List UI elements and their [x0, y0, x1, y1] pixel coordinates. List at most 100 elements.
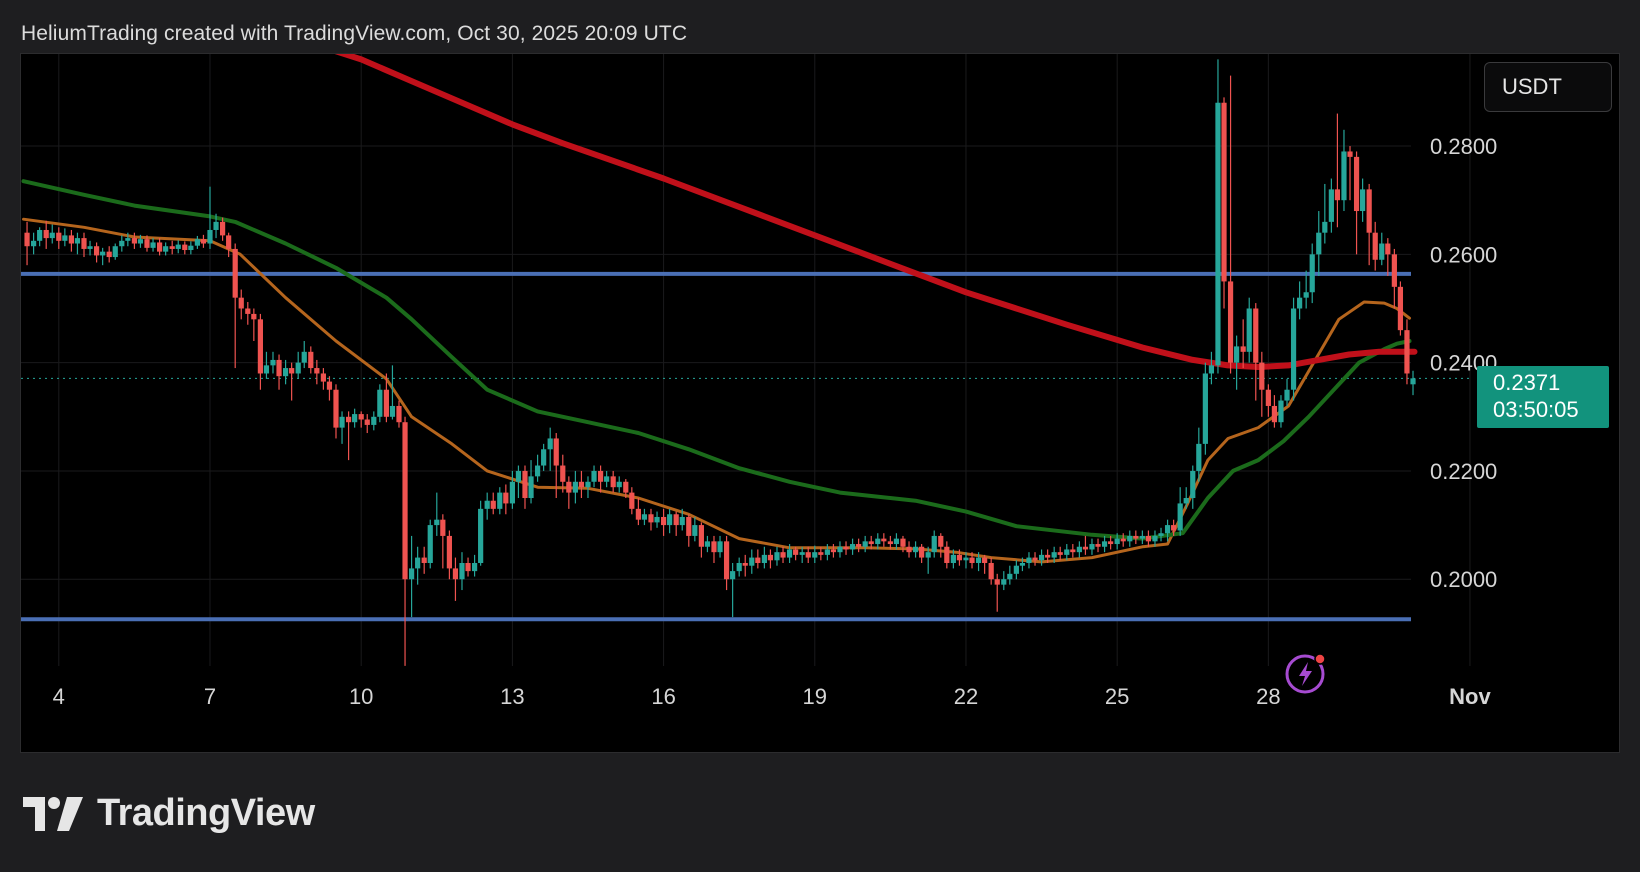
candle-body [793, 549, 799, 555]
candle-body [68, 235, 74, 244]
candle-body [213, 221, 219, 230]
candle-body [698, 525, 704, 547]
candle-body [1032, 557, 1038, 561]
tradingview-logo[interactable]: TradingView [23, 792, 315, 835]
candle [988, 557, 994, 585]
candle [969, 552, 975, 569]
candle-body [37, 229, 43, 241]
candle-body [963, 557, 969, 561]
candle [364, 414, 370, 434]
candle [1303, 270, 1309, 309]
candle-body [723, 541, 730, 580]
candle [1177, 487, 1183, 536]
chart-panel[interactable]: 0.2000 0.2200 0.2400 0.2600 0.2800 4 7 10 13 16 1… [20, 53, 1620, 753]
candle-body [818, 552, 824, 555]
candle-body [1240, 346, 1246, 352]
candle-body [465, 562, 471, 572]
candle-body [131, 238, 137, 244]
candle-body [1089, 544, 1095, 550]
candle [875, 533, 881, 550]
time-axis[interactable]: 4 7 10 13 16 19 22 25 28 Nov [53, 684, 1492, 709]
candle-body [1082, 546, 1089, 550]
candle [786, 544, 793, 563]
moving-average-line [334, 54, 1418, 370]
candle [1366, 183, 1372, 266]
time-tick-label: 10 [349, 684, 373, 709]
candle [1127, 530, 1133, 547]
candle-body [1391, 254, 1397, 287]
candle [730, 562, 736, 618]
candle-body [597, 470, 604, 482]
candle [818, 546, 824, 561]
candle [950, 549, 956, 569]
candle [1070, 544, 1076, 558]
candle-body [24, 232, 30, 247]
candle [925, 546, 931, 574]
candle-body [1158, 533, 1164, 536]
candle [1196, 427, 1202, 482]
candle [1259, 351, 1265, 417]
candle-body [408, 568, 415, 580]
candle-body [1064, 549, 1070, 555]
candle-body [1076, 546, 1082, 553]
candle-body [1253, 308, 1259, 363]
candle-body [396, 405, 402, 423]
candle-body [232, 248, 238, 298]
candle-body [749, 557, 755, 566]
candle [1341, 129, 1347, 212]
candle-body [780, 552, 786, 558]
candle [1164, 519, 1171, 542]
candle [62, 228, 68, 247]
candle-body [1360, 189, 1366, 212]
candle [169, 240, 175, 255]
candle-body [1215, 102, 1221, 366]
candle-body [566, 481, 572, 493]
candle-body [1070, 549, 1076, 553]
candle [1038, 549, 1045, 566]
lightning-alert-icon[interactable] [1285, 651, 1329, 695]
candle-body [137, 239, 144, 244]
candle-body [900, 538, 906, 547]
candle-body [62, 235, 68, 241]
candle [1202, 362, 1208, 455]
currency-button[interactable]: USDT [1484, 62, 1612, 112]
candle [497, 487, 503, 515]
current-price-value: 0.2371 [1493, 370, 1561, 395]
candle-body [938, 535, 944, 547]
candle [761, 546, 767, 569]
candle-body [194, 239, 200, 246]
candle-body [358, 414, 364, 420]
candle-body [415, 557, 421, 569]
candle-body [257, 319, 263, 374]
candle [616, 476, 622, 493]
candle-body [944, 546, 950, 563]
candle-body [1341, 151, 1347, 201]
candle [200, 234, 207, 248]
candle-body [421, 557, 427, 563]
candle [805, 546, 811, 563]
candle [692, 516, 698, 542]
candle-body [616, 481, 622, 488]
candle [478, 500, 484, 566]
time-tick-label: 25 [1105, 684, 1129, 709]
candle [736, 557, 742, 577]
candle [881, 533, 887, 547]
candle [37, 227, 43, 247]
candle [421, 546, 427, 574]
candle-body [730, 571, 736, 580]
currency-label: USDT [1502, 74, 1562, 99]
candle-body [648, 514, 654, 523]
candle [893, 533, 900, 550]
candle-body [988, 562, 994, 580]
candle [780, 546, 786, 563]
candle-body [641, 514, 648, 520]
candle [408, 535, 415, 618]
candle-body [100, 251, 106, 256]
candle [1019, 557, 1026, 572]
candle-body [452, 568, 459, 580]
candle-body [56, 232, 62, 241]
candle [749, 549, 755, 574]
candle-body [377, 389, 383, 417]
